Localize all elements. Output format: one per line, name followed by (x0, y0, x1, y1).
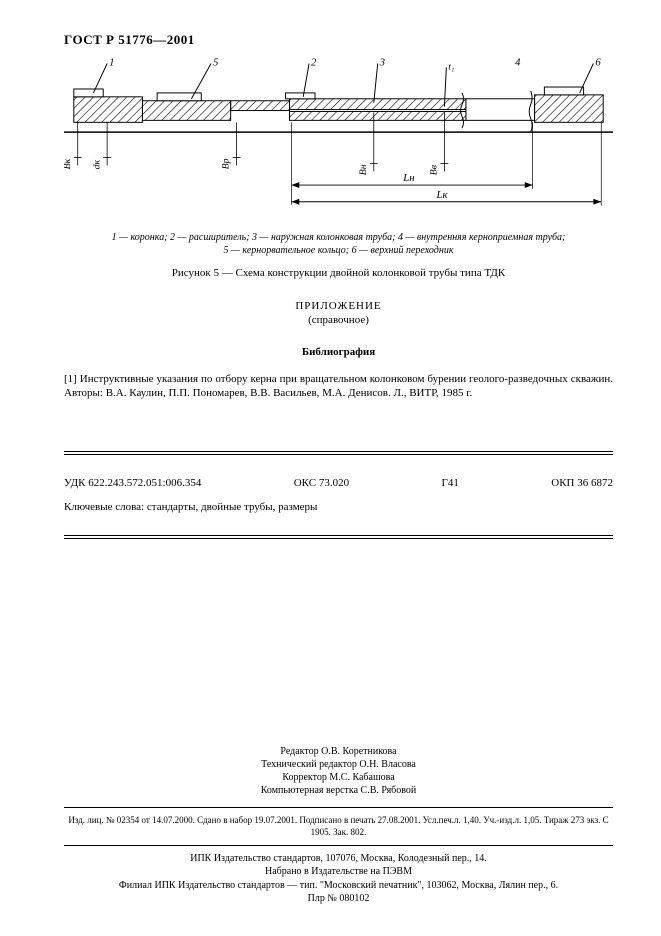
keywords-line: Ключевые слова: стандарты, двойные трубы… (64, 501, 613, 513)
divider-thick (64, 451, 613, 452)
okp-code: ОКП 36 6872 (551, 477, 613, 489)
svg-text:Lн: Lн (402, 172, 414, 184)
publisher-block: ИПК Издательство стандартов, 107076, Мос… (64, 852, 613, 906)
imprint-line: Изд. лиц. № 02354 от 14.07.2000. Сдано в… (64, 814, 613, 838)
bibliography-entry: [1] Инструктивные указания по отбору кер… (64, 372, 613, 402)
oks-code: ОКС 73.020 (294, 477, 349, 489)
divider-thick-2 (64, 538, 613, 539)
svg-text:dк: dк (91, 159, 102, 169)
technical-diagram: 1 5 2 3 t₁ 4 6 Bк dк Bр Bн Bв Lн Lк (64, 58, 613, 218)
callout-6: 6 (595, 58, 601, 68)
document-header: ГОСТ Р 51776—2001 (64, 32, 613, 48)
svg-text:Bн: Bн (358, 164, 369, 175)
callout-4: 4 (515, 58, 521, 68)
divider-single-1 (64, 807, 613, 808)
g-code: Г41 (441, 477, 458, 489)
callout-2: 2 (311, 58, 317, 68)
divider-thin (64, 454, 613, 455)
callout-3: 3 (379, 58, 386, 68)
divider-thin-2 (64, 535, 613, 536)
classification-row: УДК 622.243.572.051:006.354 ОКС 73.020 Г… (64, 477, 613, 489)
callout-5: 5 (213, 58, 219, 68)
editorial-credits: Редактор О.В. Коретникова Технический ре… (64, 745, 613, 797)
divider-single-2 (64, 845, 613, 846)
figure-caption: Рисунок 5 — Схема конструкции двойной ко… (64, 267, 613, 279)
svg-text:Lк: Lк (436, 189, 449, 201)
udk-code: УДК 622.243.572.051:006.354 (64, 477, 201, 489)
svg-text:Bк: Bк (64, 158, 73, 169)
callout-t1: t₁ (448, 61, 454, 72)
callout-1: 1 (109, 58, 114, 68)
svg-text:Bр: Bр (221, 158, 232, 169)
diagram-legend: 1 — коронка; 2 — расширитель; 3 — наружн… (64, 231, 613, 257)
bibliography-title: Библиография (64, 346, 613, 358)
svg-text:Bв: Bв (429, 164, 440, 175)
appendix-heading: ПРИЛОЖЕНИЕ (справочное) (64, 299, 613, 328)
